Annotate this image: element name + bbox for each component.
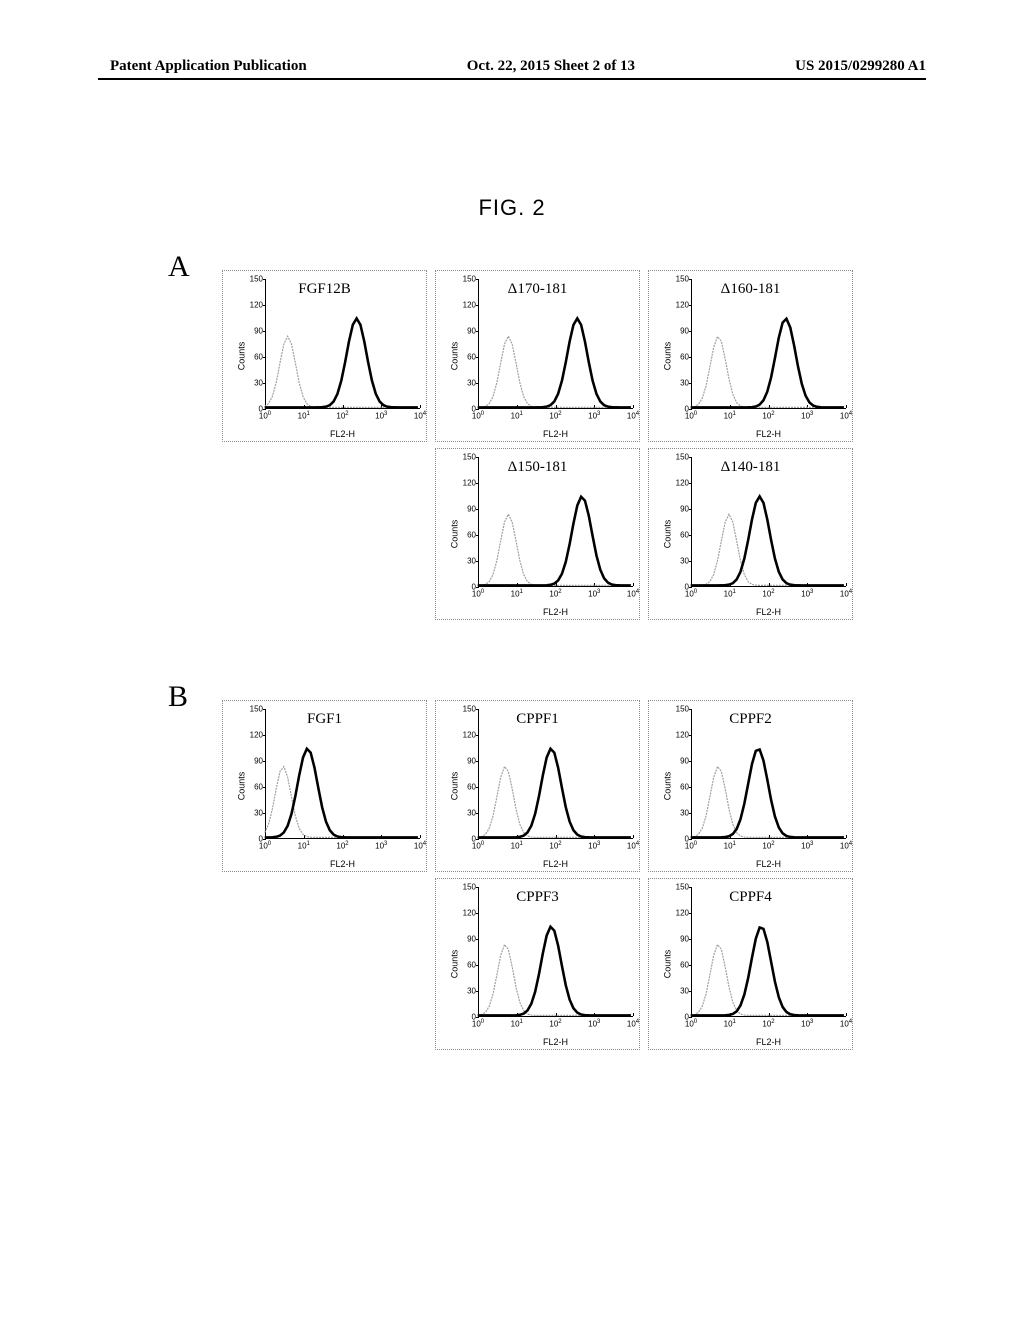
histogram-plot: CPPF4CountsFL2-H030609012015010010110210… bbox=[648, 878, 853, 1050]
curves bbox=[436, 271, 639, 441]
histogram-plot: Δ150-181CountsFL2-H030609012015010010110… bbox=[435, 448, 640, 620]
header-right: US 2015/0299280 A1 bbox=[795, 58, 926, 75]
histogram-plot: CPPF1CountsFL2-H030609012015010010110210… bbox=[435, 700, 640, 872]
panel-a-grid: FGF12BCountsFL2-H03060901201501001011021… bbox=[222, 270, 853, 620]
page-header: Patent Application Publication Oct. 22, … bbox=[0, 58, 1024, 75]
header-divider bbox=[98, 78, 926, 80]
header-center: Oct. 22, 2015 Sheet 2 of 13 bbox=[467, 58, 635, 75]
histogram-plot: CPPF3CountsFL2-H030609012015010010110210… bbox=[435, 878, 640, 1050]
curves bbox=[649, 449, 852, 619]
empty-cell bbox=[222, 448, 427, 620]
histogram-plot: Δ170-181CountsFL2-H030609012015010010110… bbox=[435, 270, 640, 442]
histogram-plot: Δ140-181CountsFL2-H030609012015010010110… bbox=[648, 448, 853, 620]
panel-a-label: A bbox=[168, 250, 190, 284]
curves bbox=[436, 449, 639, 619]
histogram-plot: FGF12BCountsFL2-H03060901201501001011021… bbox=[222, 270, 427, 442]
histogram-plot: CPPF2CountsFL2-H030609012015010010110210… bbox=[648, 700, 853, 872]
histogram-plot: FGF1CountsFL2-H0306090120150100101102103… bbox=[222, 700, 427, 872]
panel-b-label: B bbox=[168, 680, 188, 714]
curves bbox=[223, 271, 426, 441]
figure-title: FIG. 2 bbox=[0, 195, 1024, 221]
curves bbox=[436, 879, 639, 1049]
curves bbox=[649, 701, 852, 871]
curves bbox=[649, 879, 852, 1049]
curves bbox=[223, 701, 426, 871]
curves bbox=[436, 701, 639, 871]
empty-cell bbox=[222, 878, 427, 1050]
histogram-plot: Δ160-181CountsFL2-H030609012015010010110… bbox=[648, 270, 853, 442]
panel-b-grid: FGF1CountsFL2-H0306090120150100101102103… bbox=[222, 700, 853, 1050]
curves bbox=[649, 271, 852, 441]
header-left: Patent Application Publication bbox=[110, 58, 307, 75]
